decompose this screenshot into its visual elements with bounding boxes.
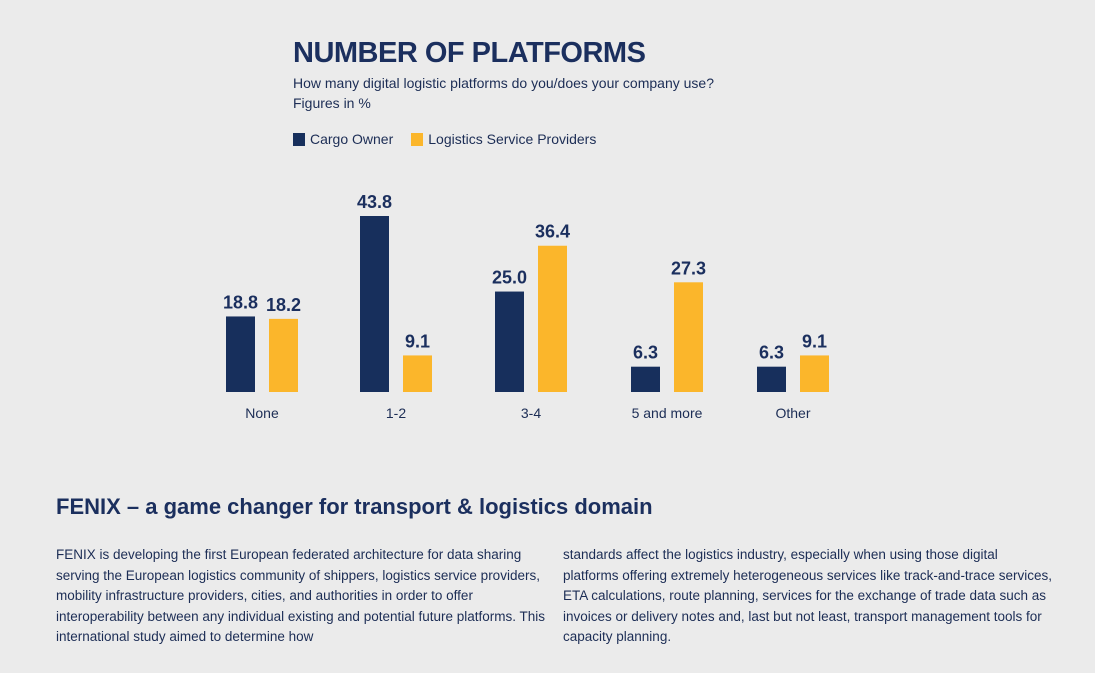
data-label-cargo-owner-1: 43.8	[357, 192, 392, 212]
bar-cargo-owner-0	[226, 316, 255, 392]
bar-lsp-2	[538, 245, 567, 392]
legend-label-cargo-owner: Cargo Owner	[310, 131, 394, 147]
data-label-cargo-owner-4: 6.3	[759, 343, 784, 363]
bar-chart: 18.8 18.2 None 43.8 9.1 1-2 25.0 36.4 3-4 6.3 27.3…	[223, 192, 829, 421]
legend-item-lsp: Logistics Service Providers	[411, 131, 596, 147]
category-label-4: Other	[775, 405, 810, 421]
bar-cargo-owner-1	[360, 216, 389, 392]
chart-title: NUMBER OF PLATFORMS	[293, 37, 646, 69]
category-label-2: 3-4	[521, 405, 541, 421]
category-label-3: 5 and more	[632, 405, 703, 421]
data-label-lsp-4: 9.1	[802, 331, 827, 351]
legend-swatch-lsp	[411, 132, 424, 146]
category-label-0: None	[245, 405, 279, 421]
data-label-cargo-owner-0: 18.8	[223, 292, 258, 312]
bar-lsp-4	[800, 355, 829, 392]
legend-swatch-cargo-owner	[293, 132, 305, 146]
body-text-right: standards affect the logistics industry,…	[563, 547, 1052, 644]
bar-cargo-owner-4	[757, 366, 786, 392]
data-label-lsp-3: 27.3	[671, 258, 706, 278]
data-label-lsp-0: 18.2	[266, 295, 301, 315]
body-text-left: FENIX is developing the first European f…	[56, 547, 546, 644]
data-label-cargo-owner-2: 25.0	[492, 268, 527, 288]
legend-item-cargo-owner: Cargo Owner	[293, 131, 393, 147]
chart-units-note: Figures in %	[293, 95, 371, 111]
category-label-1: 1-2	[386, 405, 406, 421]
data-label-lsp-1: 9.1	[405, 331, 430, 351]
bar-lsp-0	[269, 318, 298, 392]
chart-subtitle-block: How many digital logistic platforms do y…	[293, 73, 714, 113]
bar-cargo-owner-2	[495, 291, 524, 392]
data-label-cargo-owner-3: 6.3	[633, 343, 658, 363]
bar-lsp-1	[403, 355, 432, 392]
legend-label-lsp: Logistics Service Providers	[428, 131, 597, 147]
bar-lsp-3	[674, 282, 703, 392]
chart-legend: Cargo Owner Logistics Service Providers	[293, 131, 614, 147]
chart-subtitle: How many digital logistic platforms do y…	[293, 75, 714, 91]
section-title: FENIX – a game changer for transport & l…	[56, 494, 653, 519]
bar-cargo-owner-3	[631, 366, 660, 392]
data-label-lsp-2: 36.4	[535, 222, 570, 242]
